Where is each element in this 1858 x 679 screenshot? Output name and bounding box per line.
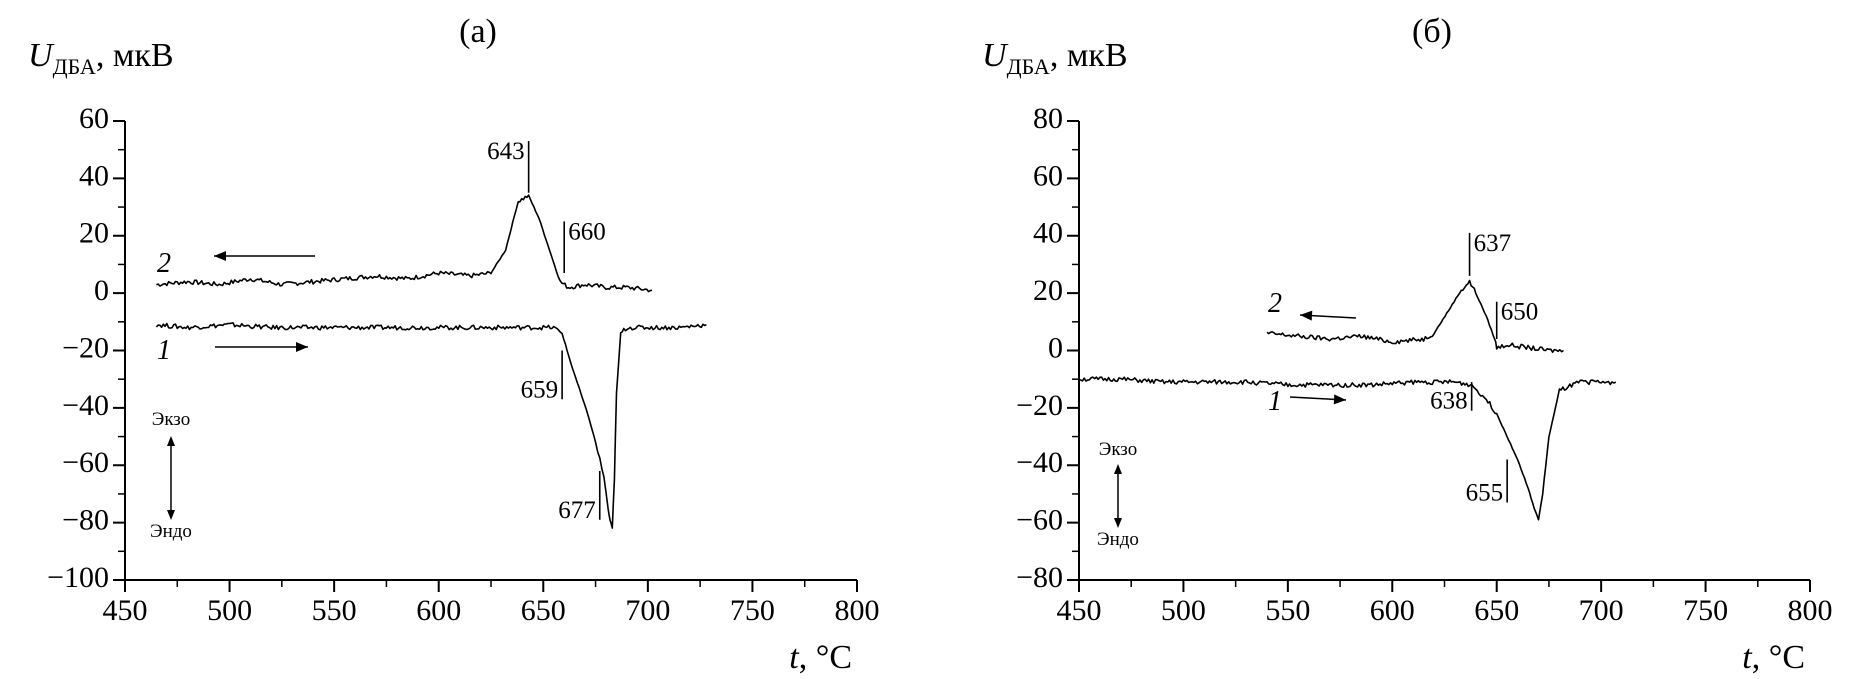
x-tick-label: 500 — [1161, 594, 1206, 627]
y-tick-label: 20 — [79, 217, 109, 250]
chart-panel-b: (б) UДБА, мкВ t, °C −80 −60 −40 −20 0 20 40 60 80 45… — [982, 13, 1833, 676]
y-tick-label: 40 — [79, 159, 109, 192]
x-tick-label: 750 — [730, 594, 775, 627]
curve-label-2: 2 — [157, 248, 171, 279]
x-tick-label: 650 — [1474, 594, 1519, 627]
annotation-label: 643 — [487, 138, 525, 165]
annotation-label: 677 — [558, 497, 596, 524]
y-tick-label: −80 — [1016, 561, 1063, 594]
x-tick-label: 550 — [1265, 594, 1310, 627]
y-tick-label: 40 — [1033, 217, 1063, 250]
x-axis-label: t, °C — [789, 639, 852, 676]
panel-title: (а) — [459, 13, 497, 50]
x-tick-label: 550 — [312, 594, 357, 627]
direction-arrowhead — [1300, 310, 1313, 321]
legend-endo: Эндо — [150, 521, 192, 542]
series-line-1 — [155, 322, 707, 529]
y-tick-label: −80 — [62, 504, 109, 537]
x-tick-label: 600 — [416, 594, 461, 627]
legend-exo: Экзо — [152, 409, 190, 430]
y-tick-label: 80 — [1033, 102, 1063, 135]
x-tick-label: 500 — [207, 594, 252, 627]
x-tick-label: 600 — [1370, 594, 1415, 627]
y-tick-label: −20 — [1016, 389, 1063, 422]
y-tick-label: −100 — [47, 561, 109, 594]
x-tick-label: 700 — [1579, 594, 1624, 627]
annotation-label: 659 — [521, 376, 559, 403]
y-tick-label: 20 — [1033, 274, 1063, 307]
legend-exo: Экзо — [1099, 439, 1137, 460]
direction-arrowhead — [296, 342, 308, 352]
direction-arrowhead — [214, 251, 226, 261]
y-tick-label: −60 — [62, 446, 109, 479]
x-tick-label: 650 — [521, 594, 566, 627]
y-tick-label: −40 — [1016, 446, 1063, 479]
series-line-2 — [1266, 279, 1564, 353]
curve-label-2: 2 — [1268, 288, 1282, 319]
y-tick-label: −20 — [62, 331, 109, 364]
endo-arrowhead — [1114, 518, 1122, 528]
series-line-2 — [156, 194, 653, 293]
exo-arrowhead — [167, 436, 175, 446]
annotation-label: 655 — [1466, 480, 1504, 507]
x-tick-label: 800 — [1788, 594, 1833, 627]
y-tick-label: −40 — [62, 389, 109, 422]
chart-panel-a: (а) UДБА, мкВ t, °C −100 −80 −60 −40 −20 0 20 40 60… — [28, 13, 880, 676]
legend-endo: Эндо — [1097, 529, 1139, 550]
y-tick-label: 0 — [1048, 331, 1063, 364]
x-tick-label: 450 — [1057, 594, 1102, 627]
annotation-label: 637 — [1474, 230, 1512, 257]
x-tick-label: 450 — [103, 594, 148, 627]
endo-arrowhead — [167, 510, 175, 520]
x-axis-label: t, °C — [1742, 639, 1805, 676]
x-tick-label: 750 — [1683, 594, 1728, 627]
y-axis-label: UДБА, мкВ — [28, 37, 174, 79]
direction-arrowhead — [1333, 394, 1346, 405]
y-tick-label: 60 — [79, 102, 109, 135]
panel-title: (б) — [1412, 13, 1452, 50]
annotation-label: 660 — [568, 218, 606, 245]
exo-arrowhead — [1114, 464, 1122, 474]
y-axis-label: UДБА, мкВ — [982, 37, 1128, 79]
x-tick-label: 700 — [625, 594, 670, 627]
series-line-1 — [1078, 376, 1617, 521]
y-tick-label: −60 — [1016, 504, 1063, 537]
y-tick-label: 0 — [94, 274, 109, 307]
curve-label-1: 1 — [1268, 386, 1282, 417]
curve-label-1: 1 — [157, 335, 171, 366]
x-tick-label: 800 — [835, 594, 880, 627]
annotation-label: 650 — [1501, 299, 1539, 326]
annotation-label: 638 — [1430, 388, 1468, 415]
y-tick-label: 60 — [1033, 159, 1063, 192]
